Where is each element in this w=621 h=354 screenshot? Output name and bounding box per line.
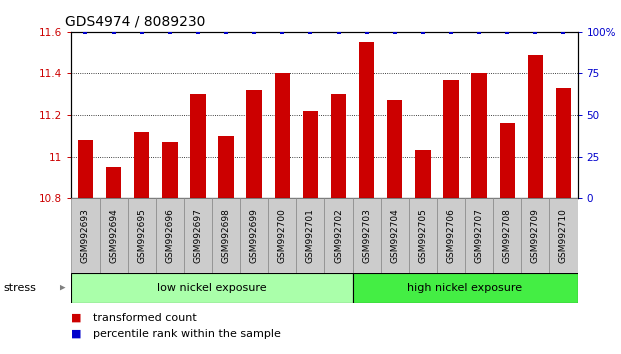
Text: GSM992710: GSM992710 xyxy=(559,208,568,263)
Bar xyxy=(521,198,550,273)
Bar xyxy=(128,198,156,273)
Bar xyxy=(471,74,487,198)
Bar xyxy=(268,198,296,273)
Point xyxy=(81,29,91,35)
Point xyxy=(390,29,400,35)
Text: GSM992705: GSM992705 xyxy=(419,208,427,263)
Bar xyxy=(437,198,465,273)
Bar xyxy=(71,198,99,273)
Text: GSM992707: GSM992707 xyxy=(474,208,484,263)
Point xyxy=(193,29,203,35)
Point xyxy=(306,29,315,35)
Text: transformed count: transformed count xyxy=(93,313,197,323)
Bar xyxy=(556,88,571,198)
Point xyxy=(530,29,540,35)
Bar xyxy=(78,140,93,198)
Bar xyxy=(359,42,374,198)
Bar xyxy=(99,198,128,273)
Text: GSM992699: GSM992699 xyxy=(250,208,259,263)
Bar xyxy=(162,142,178,198)
Point xyxy=(333,29,343,35)
Text: GSM992703: GSM992703 xyxy=(362,208,371,263)
Text: stress: stress xyxy=(3,282,36,293)
Bar xyxy=(302,111,318,198)
Bar xyxy=(528,55,543,198)
Bar xyxy=(353,198,381,273)
Bar xyxy=(331,94,347,198)
Text: GSM992704: GSM992704 xyxy=(390,208,399,263)
Text: GSM992701: GSM992701 xyxy=(306,208,315,263)
Text: GSM992698: GSM992698 xyxy=(222,208,230,263)
Bar xyxy=(71,273,353,303)
Bar xyxy=(493,198,521,273)
Bar xyxy=(324,198,353,273)
Text: high nickel exposure: high nickel exposure xyxy=(407,282,523,293)
Point xyxy=(446,29,456,35)
Point xyxy=(361,29,371,35)
Bar xyxy=(247,90,262,198)
Text: percentile rank within the sample: percentile rank within the sample xyxy=(93,329,281,339)
Bar xyxy=(381,198,409,273)
Text: ■: ■ xyxy=(71,313,82,323)
Bar xyxy=(219,136,233,198)
Bar xyxy=(134,132,150,198)
Text: GSM992706: GSM992706 xyxy=(446,208,455,263)
Point xyxy=(109,29,119,35)
Text: low nickel exposure: low nickel exposure xyxy=(157,282,267,293)
Bar xyxy=(240,198,268,273)
Bar xyxy=(409,198,437,273)
Bar xyxy=(353,273,578,303)
Bar xyxy=(465,198,493,273)
Point xyxy=(278,29,288,35)
Bar xyxy=(550,198,578,273)
Bar xyxy=(156,198,184,273)
Text: GSM992697: GSM992697 xyxy=(194,208,202,263)
Point xyxy=(558,29,568,35)
Point xyxy=(502,29,512,35)
Point xyxy=(137,29,147,35)
Text: GSM992695: GSM992695 xyxy=(137,208,146,263)
Text: GSM992709: GSM992709 xyxy=(531,208,540,263)
Bar xyxy=(184,198,212,273)
Bar xyxy=(387,101,402,198)
Text: GSM992700: GSM992700 xyxy=(278,208,287,263)
Point xyxy=(165,29,175,35)
Point xyxy=(221,29,231,35)
Point xyxy=(249,29,259,35)
Text: GDS4974 / 8089230: GDS4974 / 8089230 xyxy=(65,14,206,28)
Bar xyxy=(190,94,206,198)
Text: GSM992696: GSM992696 xyxy=(165,208,175,263)
Bar xyxy=(212,198,240,273)
Bar xyxy=(274,74,290,198)
Bar xyxy=(443,80,459,198)
Bar xyxy=(106,167,121,198)
Text: GSM992708: GSM992708 xyxy=(503,208,512,263)
Text: GSM992694: GSM992694 xyxy=(109,208,118,263)
Point xyxy=(418,29,428,35)
Bar xyxy=(499,124,515,198)
Bar xyxy=(415,150,430,198)
Point xyxy=(474,29,484,35)
Text: GSM992693: GSM992693 xyxy=(81,208,90,263)
Text: ■: ■ xyxy=(71,329,82,339)
Text: GSM992702: GSM992702 xyxy=(334,208,343,263)
Bar xyxy=(296,198,324,273)
